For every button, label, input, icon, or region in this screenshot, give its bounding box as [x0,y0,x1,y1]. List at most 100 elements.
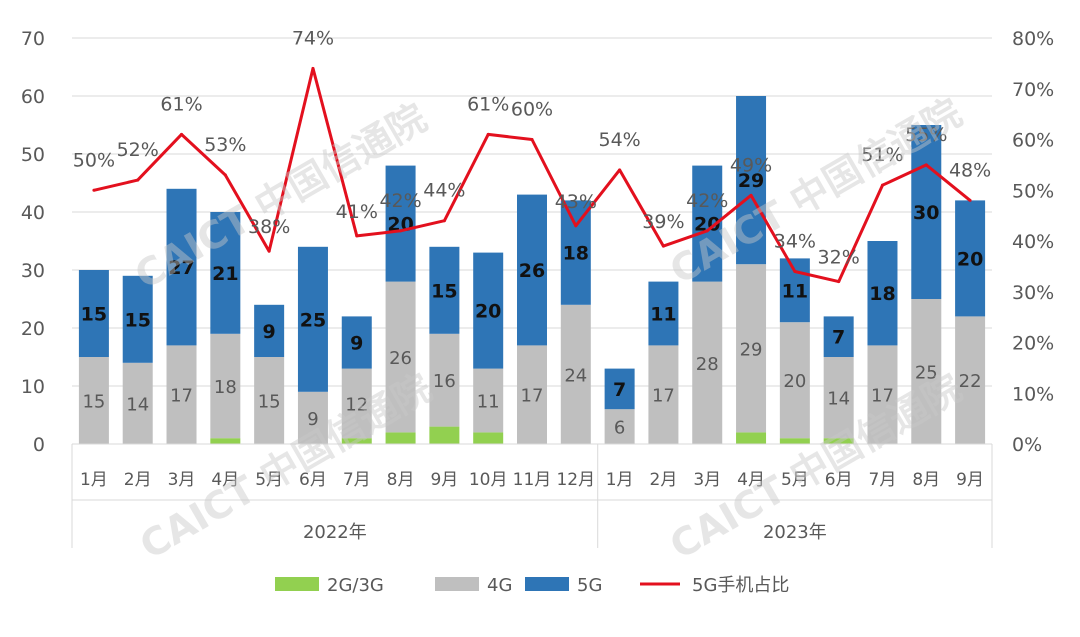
line-5g-share-point [837,280,841,284]
line-5g-share-point [399,229,403,233]
bar-4g-segment [604,409,635,444]
bar-4g-segment [473,368,504,433]
legend-swatch [275,577,319,591]
bar-2g3g-segment [210,438,241,444]
bar-4g-value-label: 17 [871,386,894,407]
x-tick-label: 6月 [825,470,853,490]
line-5g-share-point [880,183,884,187]
bar-4g-value-label: 15 [258,392,281,413]
bar-4g-value-label: 15 [82,392,105,413]
bar-5g-segment [955,200,986,317]
line-5g-share-point [486,132,490,136]
line-5g-share-point [793,269,797,273]
bar-2g3g-segment [385,432,416,444]
line-value-label: 41% [336,201,378,223]
bar-5g-segment [911,125,942,299]
legend-label: 5G手机占比 [692,575,789,596]
bar-5g-value-label: 20 [957,248,983,270]
x-tick-label: 11月 [513,470,552,490]
bar-5g-segment [517,194,547,346]
line-5g-share-point [618,168,622,172]
bar-5g-segment [341,316,372,369]
bar-4g-segment [823,357,854,439]
bar-4g-segment [560,304,591,444]
bar-5g-segment [867,241,898,346]
x-group-label: 2023年 [763,522,827,543]
bar-4g-value-label: 12 [345,394,368,415]
line-value-label: 53% [204,134,246,156]
line-value-label: 52% [117,139,159,161]
x-tick-label: 9月 [430,470,458,490]
bar-4g-segment [78,357,109,444]
bar-5g-value-label: 26 [519,260,545,282]
line-value-label: 32% [818,247,860,269]
bar-4g-value-label: 18 [214,377,237,398]
line-value-label: 39% [642,211,684,233]
line-5g-share-point [749,193,753,197]
x-tick-label: 2月 [650,470,678,490]
bar-5g-segment [429,246,460,334]
bar-4g-value-label: 24 [564,365,587,386]
bar-5g-segment [473,252,504,369]
bar-5g-value-label: 11 [650,304,676,326]
bar-4g-segment [341,368,372,439]
bar-5g-segment [166,188,197,346]
bar-4g-segment [736,264,767,433]
x-tick-label: 3月 [693,470,721,490]
bar-4g-value-label: 17 [170,386,193,407]
y-left-tick-label: 40 [21,202,45,224]
line-value-label: 43% [555,191,597,213]
line-value-label: 42% [686,190,728,212]
bar-4g-value-label: 26 [389,348,412,369]
y-left-tick-label: 10 [21,376,45,398]
line-value-label: 60% [511,99,553,121]
line-value-label: 38% [248,216,290,238]
x-tick-label: 8月 [387,470,415,490]
bar-5g-value-label: 18 [869,283,895,305]
line-5g-share-point [223,173,227,177]
y-right-tick-label: 40% [1012,231,1054,253]
line-5g-share-point [267,249,271,253]
x-group-label: 2022年 [303,522,367,543]
y-right-tick-label: 50% [1012,180,1054,202]
bar-4g-segment [429,333,460,427]
bar-2g3g-segment [341,438,372,444]
bar-4g-value-label: 20 [783,371,806,392]
x-tick-label: 5月 [255,470,283,490]
bar-4g-segment [955,316,986,444]
bar-5g-value-label: 18 [563,243,589,265]
bar-5g-value-label: 25 [300,309,326,331]
bar-4g-segment [911,299,942,444]
x-tick-label: 12月 [556,470,595,490]
x-tick-label: 10月 [469,470,508,490]
x-tick-label: 4月 [737,470,765,490]
line-value-label: 44% [423,180,465,202]
bar-5g-segment [122,275,153,363]
line-value-label: 54% [599,129,641,151]
bar-4g-segment [122,362,153,444]
bar-5g-value-label: 30 [913,202,939,224]
bar-4g-segment [210,333,241,439]
line-5g-share-point [661,244,665,248]
bar-4g-segment [692,281,723,444]
line-value-label: 50% [73,149,115,171]
x-tick-label: 7月 [869,470,897,490]
x-tick-label: 3月 [168,470,196,490]
bar-5g-segment [297,246,328,392]
bar-5g-segment [736,96,767,265]
bar-4g-segment [166,345,197,444]
y-left-tick-label: 0 [33,434,45,456]
line-5g-share-point [530,138,534,141]
x-tick-label: 6月 [299,470,327,490]
bar-4g-value-label: 9 [307,409,318,430]
legend-label: 4G [487,575,512,596]
line-5g-share-point [968,198,972,202]
bar-5g-value-label: 15 [431,280,457,302]
bar-5g-value-label: 7 [832,327,845,349]
bar-4g-value-label: 29 [740,339,763,360]
bar-5g-value-label: 29 [738,170,764,192]
legend-swatch [435,577,479,591]
y-left-tick-label: 60 [21,86,45,108]
bar-5g-segment [604,368,635,410]
line-5g-share-point [311,66,315,70]
